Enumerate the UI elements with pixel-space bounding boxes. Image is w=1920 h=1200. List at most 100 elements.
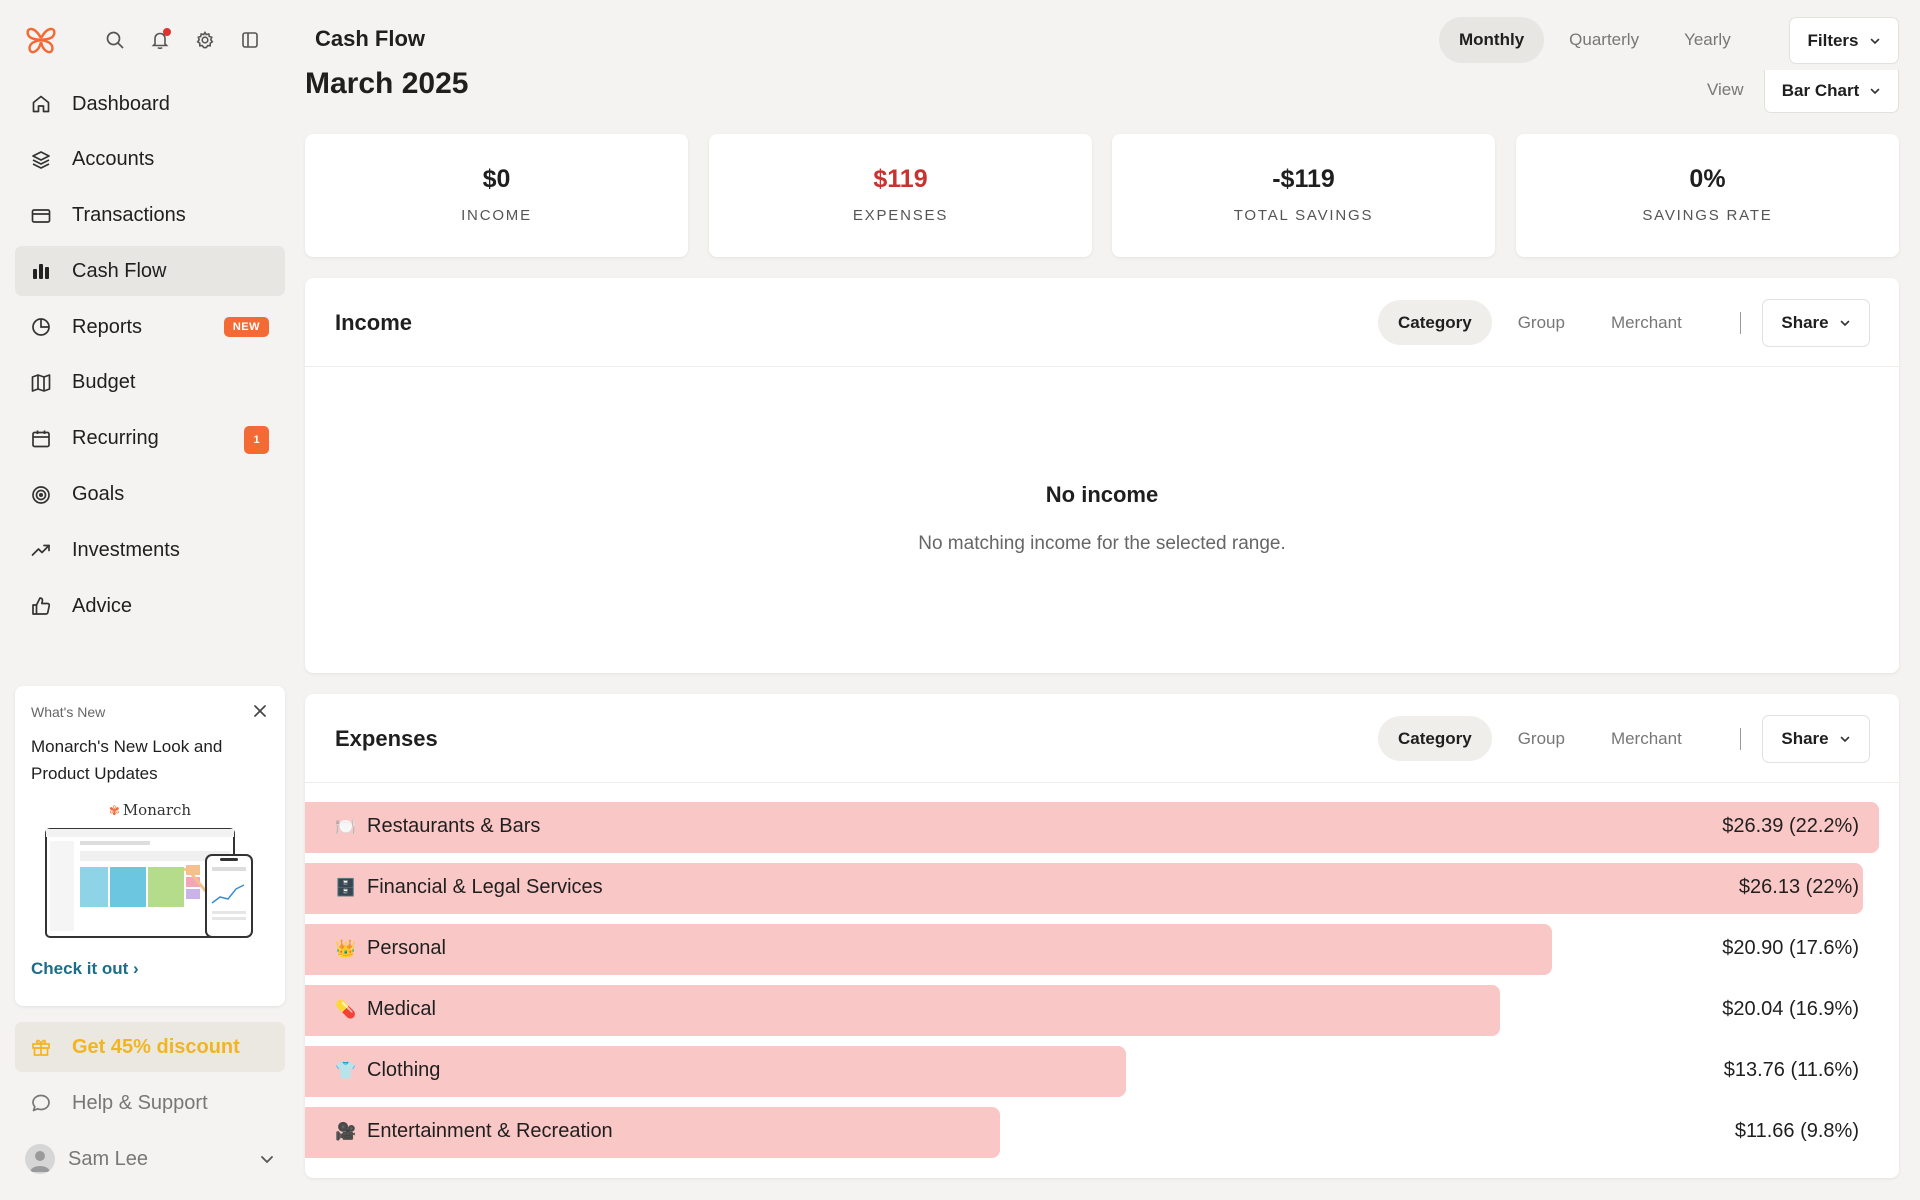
pie-icon — [30, 316, 52, 338]
share-button[interactable]: Share — [1762, 299, 1870, 347]
expense-row[interactable]: 👑 Personal $20.90 (17.6%) — [305, 924, 1899, 975]
layers-icon — [30, 149, 52, 171]
expenses-group-tabs: Category Group Merchant — [1378, 716, 1708, 761]
category-icon: 👕 — [335, 1061, 357, 1080]
sidebar-item-advice[interactable]: Advice — [15, 581, 285, 631]
divider — [1740, 728, 1741, 750]
user-menu[interactable]: Sam Lee — [25, 1136, 275, 1182]
expenses-panel: Expenses Category Group Merchant Share 🍽… — [305, 694, 1899, 1178]
sidebar-item-recurring[interactable]: Recurring 1 — [15, 414, 285, 464]
sidebar-item-label: Recurring — [72, 427, 159, 450]
sidebar-item-investments[interactable]: Investments — [15, 525, 285, 575]
category-amount: $26.13 (22%) — [1738, 876, 1859, 898]
expense-bar-list: 🍽️ Restaurants & Bars $26.39 (22.2%) 🗄️ … — [305, 802, 1899, 1168]
category-icon: 🍽️ — [335, 817, 357, 836]
search-icon[interactable] — [102, 27, 128, 53]
bell-icon[interactable] — [147, 27, 173, 53]
expense-bar — [305, 863, 1863, 914]
tab-quarterly[interactable]: Quarterly — [1569, 30, 1640, 49]
share-button[interactable]: Share — [1762, 715, 1870, 763]
user-name: Sam Lee — [68, 1147, 149, 1170]
tab-group[interactable]: Group — [1517, 728, 1565, 748]
tab-category[interactable]: Category — [1378, 300, 1492, 345]
expense-bar — [305, 924, 1552, 975]
income-panel: Income Category Group Merchant Share No … — [305, 278, 1899, 673]
category-name: Personal — [367, 937, 446, 959]
chevron-down-icon — [1840, 736, 1849, 743]
chevron-down-icon — [261, 1156, 273, 1164]
chevron-down-icon — [1870, 38, 1879, 44]
category-icon: 👑 — [335, 939, 357, 958]
new-badge: NEW — [223, 317, 269, 338]
page-title: Cash Flow — [315, 26, 426, 51]
sidebar-item-label: Advice — [72, 594, 133, 617]
discount-button[interactable]: Get 45% discount — [15, 1022, 285, 1072]
expense-row[interactable]: 🎥 Entertainment & Recreation $11.66 (9.8… — [305, 1107, 1899, 1158]
period-tabs: Monthly Quarterly Yearly — [1439, 17, 1756, 63]
brand-name: Monarch — [122, 801, 192, 819]
sidebar-item-label: Transactions — [72, 204, 186, 227]
gear-icon[interactable] — [192, 27, 218, 53]
sidebar-item-dashboard[interactable]: Dashboard — [15, 79, 285, 129]
empty-state-subtitle: No matching income for the selected rang… — [918, 533, 1286, 554]
sidebar-item-goals[interactable]: Goals — [15, 470, 285, 520]
sidebar-item-accounts[interactable]: Accounts — [15, 135, 285, 185]
sidebar-item-label: Cash Flow — [72, 259, 167, 282]
expense-bar — [305, 802, 1879, 853]
share-label: Share — [1781, 313, 1829, 332]
stat-value: 0% — [1689, 165, 1726, 193]
trend-up-icon — [30, 539, 52, 561]
panel-title: Expenses — [335, 726, 438, 751]
sidebar-item-cash-flow[interactable]: Cash Flow — [15, 246, 285, 297]
view-select[interactable]: Bar Chart — [1764, 70, 1899, 113]
sidebar-nav: Dashboard Accounts Transactions Cash Flo… — [15, 79, 285, 637]
stat-card-income: $0 INCOME — [305, 134, 688, 257]
whats-new-card: What's New Monarch's New Look and Produc… — [15, 686, 285, 1006]
category-name: Restaurants & Bars — [367, 815, 541, 837]
stat-label: INCOME — [461, 207, 532, 224]
category-name: Financial & Legal Services — [367, 876, 603, 898]
check-it-out-link[interactable]: Check it out › — [31, 959, 269, 979]
sidebar-item-label: Reports — [72, 315, 143, 338]
sidebar-item-label: Dashboard — [72, 92, 170, 115]
expense-row[interactable]: 🍽️ Restaurants & Bars $26.39 (22.2%) — [305, 802, 1899, 853]
discount-label: Get 45% discount — [72, 1035, 240, 1058]
whats-new-brand: ✾ Monarch — [31, 801, 269, 819]
monarch-logo-icon[interactable] — [22, 21, 60, 59]
filters-button[interactable]: Filters — [1789, 17, 1899, 64]
chevron-down-icon — [1840, 320, 1849, 327]
category-amount: $26.39 (22.2%) — [1722, 815, 1859, 837]
expense-row[interactable]: 💊 Medical $20.04 (16.9%) — [305, 985, 1899, 1036]
expense-row[interactable]: 👕 Clothing $13.76 (11.6%) — [305, 1046, 1899, 1097]
chevron-right-icon: › — [133, 959, 139, 978]
category-icon: 💊 — [335, 1000, 357, 1019]
tab-category[interactable]: Category — [1378, 716, 1492, 761]
expense-row[interactable]: 🗄️ Financial & Legal Services $26.13 (22… — [305, 863, 1899, 914]
tab-merchant[interactable]: Merchant — [1610, 312, 1682, 332]
sidebar-top-toolbar — [22, 20, 263, 60]
notification-dot — [163, 28, 171, 36]
sidebar-item-transactions[interactable]: Transactions — [15, 191, 285, 241]
stat-label: TOTAL SAVINGS — [1233, 207, 1374, 224]
sidebar-toggle-icon[interactable] — [237, 27, 263, 53]
income-panel-header: Income Category Group Merchant Share — [305, 278, 1899, 367]
sidebar: Dashboard Accounts Transactions Cash Flo… — [0, 0, 300, 1200]
tab-monthly[interactable]: Monthly — [1439, 17, 1545, 63]
tab-yearly[interactable]: Yearly — [1684, 30, 1731, 49]
tab-merchant[interactable]: Merchant — [1610, 728, 1682, 748]
chat-bubble-icon — [30, 1092, 52, 1114]
month-title-text: March 2025 — [305, 70, 469, 100]
close-icon[interactable] — [251, 702, 269, 720]
empty-state-title: No income — [1045, 482, 1159, 507]
sidebar-item-label: Goals — [72, 483, 125, 506]
category-icon: 🎥 — [335, 1122, 357, 1141]
help-support-link[interactable]: Help & Support — [30, 1078, 208, 1128]
sidebar-item-reports[interactable]: Reports NEW — [15, 302, 285, 352]
gift-icon — [30, 1036, 52, 1058]
sidebar-item-label: Accounts — [72, 148, 155, 171]
help-label: Help & Support — [72, 1091, 208, 1114]
stat-card-expenses: $119 EXPENSES — [709, 134, 1092, 257]
tab-group[interactable]: Group — [1517, 312, 1565, 332]
sidebar-item-budget[interactable]: Budget — [15, 358, 285, 408]
